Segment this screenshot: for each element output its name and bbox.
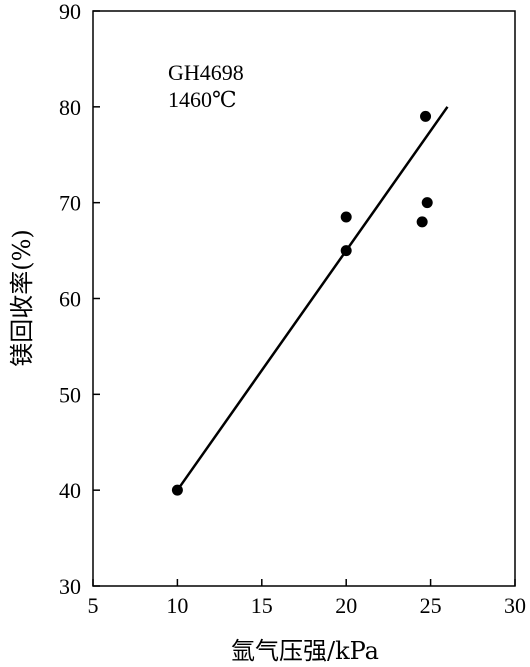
- y-tick-label: 80: [59, 95, 81, 120]
- data-point: [340, 211, 352, 223]
- data-point: [340, 245, 352, 257]
- annotation-alloy: GH4698: [168, 60, 244, 85]
- y-axis-title: 镁回收率(%): [8, 229, 36, 367]
- y-tick-label: 40: [59, 478, 81, 503]
- y-tick-label: 60: [59, 287, 81, 312]
- y-tick-label: 50: [59, 382, 81, 407]
- fit-line-layer: [176, 106, 449, 491]
- x-tick-label: 10: [166, 593, 188, 618]
- plot-frame: [92, 10, 516, 587]
- fit-line: [176, 106, 449, 491]
- x-tick-label: 15: [251, 593, 273, 618]
- data-point: [171, 484, 183, 496]
- data-point: [421, 197, 433, 209]
- data-point: [420, 110, 432, 122]
- annotation-temperature: 1460℃: [168, 87, 237, 112]
- x-tick-label: 30: [504, 593, 526, 618]
- x-tick-label: 25: [420, 593, 442, 618]
- data-points: [171, 110, 433, 496]
- x-tick-label: 20: [335, 593, 357, 618]
- y-tick-label: 70: [59, 191, 81, 216]
- y-axis-ticks: 30 40 50 60 70 80 90: [59, 0, 100, 599]
- x-tick-label: 5: [88, 593, 99, 618]
- x-axis-ticks: 5 10 15 20 25 30: [88, 579, 526, 618]
- y-tick-label: 90: [59, 0, 81, 24]
- y-tick-label: 30: [59, 574, 81, 599]
- data-point: [416, 216, 428, 228]
- x-axis-title: 氩气压强/kPa: [231, 637, 379, 665]
